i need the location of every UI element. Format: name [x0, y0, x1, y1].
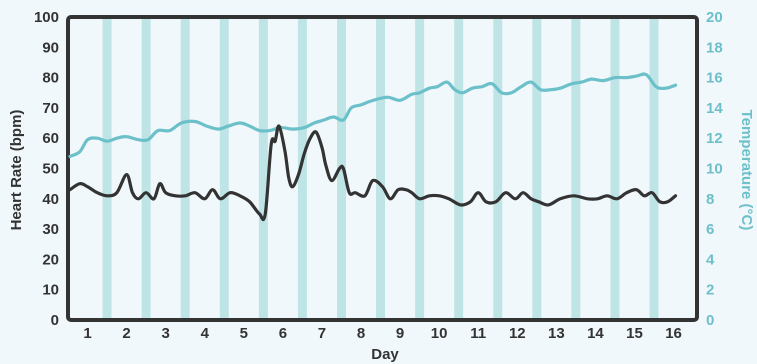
heart-rate-line — [68, 124, 678, 222]
y-right-tick-label: 18 — [706, 39, 723, 56]
y-left-tick-label: 50 — [42, 161, 59, 178]
y-left-tick-label: 0 — [51, 312, 59, 329]
temperature-line — [68, 72, 678, 158]
y-left-tick-label: 100 — [34, 9, 59, 26]
x-axis-ticks: 1 2 3 4 5 6 7 8 9 10 11 12 13 14 15 16 — [83, 325, 682, 342]
y-right-tick-label: 8 — [706, 191, 714, 208]
y-right-tick-label: 10 — [706, 161, 723, 178]
x-tick-label: 6 — [279, 325, 287, 342]
y-left-tick-label: 20 — [42, 251, 59, 268]
vertical-band — [102, 17, 112, 320]
vertical-band — [610, 17, 620, 320]
y-axis-left-title: Heart Rate (bpm) — [8, 110, 25, 231]
y-right-tick-label: 0 — [706, 312, 714, 329]
vertical-band — [415, 17, 425, 320]
y-right-tick-label: 16 — [706, 70, 723, 87]
vertical-band — [571, 17, 581, 320]
y-right-tick-label: 2 — [706, 282, 714, 299]
y-left-tick-label: 30 — [42, 221, 59, 238]
y-right-tick-label: 6 — [706, 221, 714, 238]
vertical-band — [180, 17, 190, 320]
vertical-band — [219, 17, 229, 320]
y-right-tick-label: 14 — [706, 100, 723, 117]
vertical-band — [493, 17, 503, 320]
y-axis-right-title: Temperature (°C) — [738, 110, 755, 231]
x-tick-label: 7 — [318, 325, 326, 342]
x-tick-label: 5 — [240, 325, 248, 342]
x-tick-label: 15 — [626, 325, 643, 342]
vertical-band — [454, 17, 464, 320]
vertical-band — [141, 17, 151, 320]
x-tick-label: 13 — [548, 325, 565, 342]
right-axis-ticks: 0 2 4 6 8 10 12 14 16 18 20 — [706, 9, 723, 329]
y-left-tick-label: 60 — [42, 130, 59, 147]
x-tick-label: 1 — [83, 325, 91, 342]
x-tick-label: 8 — [357, 325, 365, 342]
y-left-tick-label: 70 — [42, 100, 59, 117]
y-left-tick-label: 90 — [42, 39, 59, 56]
x-tick-label: 3 — [161, 325, 169, 342]
vertical-band — [258, 17, 268, 320]
y-right-tick-label: 20 — [706, 9, 723, 26]
vertical-band — [649, 17, 659, 320]
vertical-band — [297, 17, 307, 320]
x-tick-label: 10 — [431, 325, 448, 342]
x-tick-label: 11 — [470, 325, 486, 342]
series-lines — [68, 72, 678, 222]
y-right-tick-label: 12 — [706, 130, 723, 147]
vertical-bands — [68, 17, 697, 320]
x-tick-label: 4 — [201, 325, 210, 342]
x-tick-label: 2 — [122, 325, 130, 342]
x-tick-label: 12 — [509, 325, 526, 342]
y-left-tick-label: 40 — [42, 191, 59, 208]
y-right-tick-label: 4 — [706, 251, 715, 268]
vertical-band — [376, 17, 386, 320]
vertical-band — [532, 17, 542, 320]
plot-frame — [66, 15, 699, 322]
y-left-tick-label: 80 — [42, 70, 59, 87]
x-tick-label: 9 — [396, 325, 404, 342]
x-tick-label: 14 — [587, 325, 604, 342]
x-tick-label: 16 — [665, 325, 682, 342]
x-axis-title: Day — [371, 346, 399, 363]
left-axis-ticks: 0 10 20 30 40 50 60 70 80 90 100 — [34, 9, 59, 329]
y-left-tick-label: 10 — [42, 282, 59, 299]
